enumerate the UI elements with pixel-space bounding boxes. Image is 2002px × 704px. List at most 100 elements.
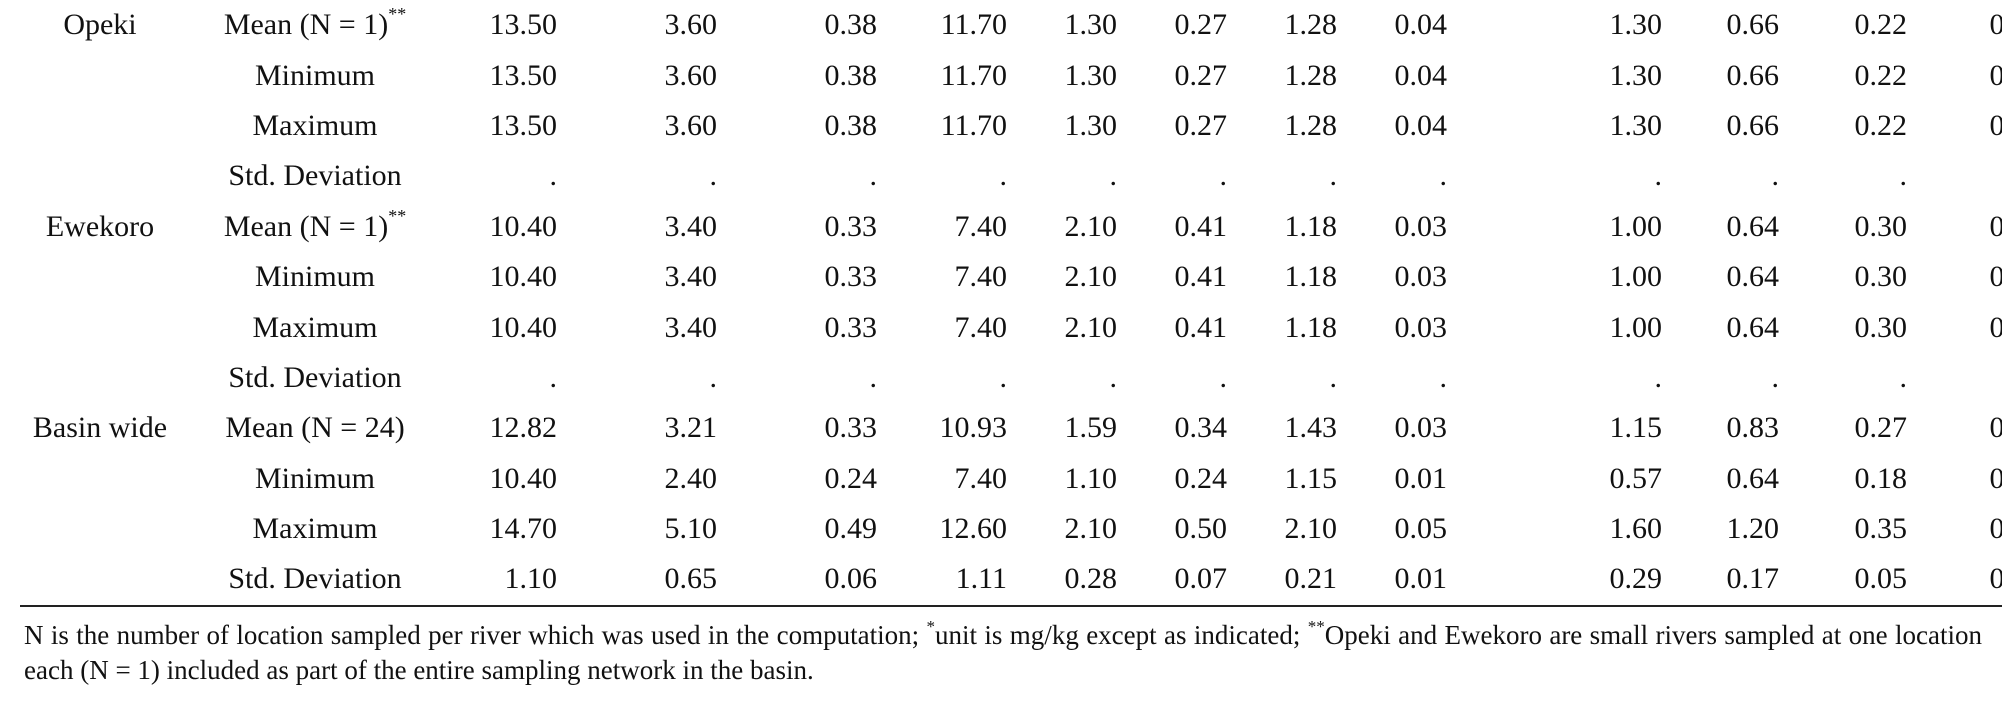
value-cell: . xyxy=(1109,159,1118,193)
value-cell: 0.27 xyxy=(1174,58,1228,92)
statistic-label-cell: Minimum xyxy=(180,252,450,302)
value-cell: 10.40 xyxy=(489,310,558,344)
footnote-text-3: Opeki and Ewekoro are small rivers sampl… xyxy=(24,620,1982,685)
value-cell: 0.64 xyxy=(1726,209,1780,243)
value-cell: 0.03 xyxy=(1394,411,1448,445)
table-row: Maximum 13.50 3.60 0.38 11.70 1.30 0.27 1.28 0.0… xyxy=(20,101,2002,151)
value-cell: 0.24 xyxy=(824,461,878,495)
value-cell: 0.33 xyxy=(824,411,878,445)
value-cell: 13.50 xyxy=(489,8,558,42)
value-cell: . xyxy=(1329,360,1338,394)
value-cell: . xyxy=(709,360,718,394)
value-cell: 11.70 xyxy=(940,58,1007,92)
river-name-cell xyxy=(20,50,180,100)
value-cell: 2.10 xyxy=(1064,310,1118,344)
value-cell: 0.38 xyxy=(824,8,878,42)
statistic-label: Maximum xyxy=(252,310,378,344)
table-row: Maximum 14.70 5.10 0.49 12.60 2.10 0.50 2.10 0.0… xyxy=(20,504,2002,554)
value-cell: . xyxy=(1907,353,2002,403)
value-cell: 0.27 xyxy=(1854,411,1908,445)
value-cell: 0.27 xyxy=(1174,8,1228,42)
river-name-cell xyxy=(20,353,180,403)
value-cell: . xyxy=(869,159,878,193)
value-cell: . xyxy=(999,360,1008,394)
value-cell: 7.40 xyxy=(954,310,1008,344)
value-cell: . xyxy=(549,159,558,193)
value-cell: 12.60 xyxy=(939,512,1008,546)
footnote-marker: ** xyxy=(388,4,407,25)
value-cell: 0.27 xyxy=(1174,108,1228,142)
value-cell: . xyxy=(1439,360,1448,394)
value-cell: 2.10 xyxy=(1284,512,1338,546)
value-cell: 2.40 xyxy=(664,461,718,495)
value-cell: 10.40 xyxy=(489,461,558,495)
value-cell: 0.06 xyxy=(1989,461,2002,495)
value-cell: 5.10 xyxy=(664,512,718,546)
table-row: Minimum 10.40 3.40 0.33 7.40 2.10 0.41 1.18 0.03… xyxy=(20,252,2002,302)
value-cell: 1.00 xyxy=(1609,310,1663,344)
statistics-table: Opeki Mean (N = 1)** 13.50 3.60 0.38 11.70 1.3… xyxy=(20,0,2002,607)
footnote-asterisk: * xyxy=(926,617,936,636)
value-cell: 0.22 xyxy=(1854,8,1908,42)
value-cell: 1.30 xyxy=(1609,108,1663,142)
value-cell: 7.40 xyxy=(954,461,1008,495)
value-cell: 0.34 xyxy=(1174,411,1228,445)
value-cell: 0.38 xyxy=(824,108,878,142)
value-cell: 1.30 xyxy=(1064,58,1118,92)
value-cell: 0.06 xyxy=(1989,58,2002,92)
value-cell: 13.50 xyxy=(489,58,558,92)
value-cell: 0.64 xyxy=(1726,310,1780,344)
value-cell: 7.40 xyxy=(954,209,1008,243)
value-cell: 1.18 xyxy=(1284,209,1338,243)
value-cell: 0.17 xyxy=(1662,554,1779,607)
value-cell: 1.15 xyxy=(1609,411,1663,445)
value-cell: 0.66 xyxy=(1726,108,1780,142)
statistic-label: Maximum xyxy=(252,512,378,546)
value-cell: 3.60 xyxy=(664,58,718,92)
value-cell: 1.59 xyxy=(1064,411,1118,445)
value-cell: 11.70 xyxy=(940,108,1007,142)
value-cell: 0.83 xyxy=(1726,411,1780,445)
value-cell: 0.41 xyxy=(1174,310,1228,344)
value-cell: 0.06 xyxy=(1989,8,2002,42)
value-cell: 0.03 xyxy=(1394,209,1448,243)
value-cell: 0.66 xyxy=(1726,58,1780,92)
value-cell: 0.33 xyxy=(824,209,878,243)
value-cell: 0.30 xyxy=(1854,310,1908,344)
table-body: Opeki Mean (N = 1)** 13.50 3.60 0.38 11.70 1.3… xyxy=(20,0,2002,607)
value-cell: 0.04 xyxy=(1394,108,1448,142)
value-cell: 12.82 xyxy=(489,411,558,445)
value-cell: 0.13 xyxy=(1989,512,2002,546)
value-cell: 0.06 xyxy=(1989,108,2002,142)
value-cell: 0.07 xyxy=(1117,554,1227,607)
value-cell: 0.57 xyxy=(1609,461,1663,495)
value-cell: 0.64 xyxy=(1726,461,1780,495)
value-cell: 0.41 xyxy=(1174,209,1228,243)
statistic-label-cell: Minimum xyxy=(180,454,450,504)
river-name-cell xyxy=(20,554,180,607)
value-cell: 0.50 xyxy=(1174,512,1228,546)
value-cell: 1.00 xyxy=(1609,209,1663,243)
value-cell: 1.15 xyxy=(1284,461,1338,495)
value-cell: 0.22 xyxy=(1854,108,1908,142)
value-cell: 1.10 xyxy=(450,554,557,607)
value-cell: . xyxy=(869,360,878,394)
value-cell: . xyxy=(709,159,718,193)
footnote-text-1: N is the number of location sampled per … xyxy=(24,620,927,650)
statistic-label-cell: Std. Deviation xyxy=(180,554,450,607)
value-cell: 1.10 xyxy=(1064,461,1118,495)
value-cell: 3.40 xyxy=(664,209,718,243)
value-cell: 1.11 xyxy=(877,554,1007,607)
value-cell: 0.10 xyxy=(1989,260,2002,294)
value-cell: 2.10 xyxy=(1064,260,1118,294)
value-cell: 0.04 xyxy=(1394,8,1448,42)
footnote-text-2: unit is mg/kg except as indicated; xyxy=(935,620,1308,650)
value-cell: 0.66 xyxy=(1726,8,1780,42)
value-cell: 0.03 xyxy=(1394,310,1448,344)
statistic-label: Mean (N = 1) xyxy=(223,8,389,42)
value-cell: 1.43 xyxy=(1284,411,1338,445)
value-cell: 0.22 xyxy=(1854,58,1908,92)
value-cell: 10.40 xyxy=(489,209,558,243)
value-cell: . xyxy=(1654,159,1663,193)
value-cell: 0.28 xyxy=(1007,554,1117,607)
